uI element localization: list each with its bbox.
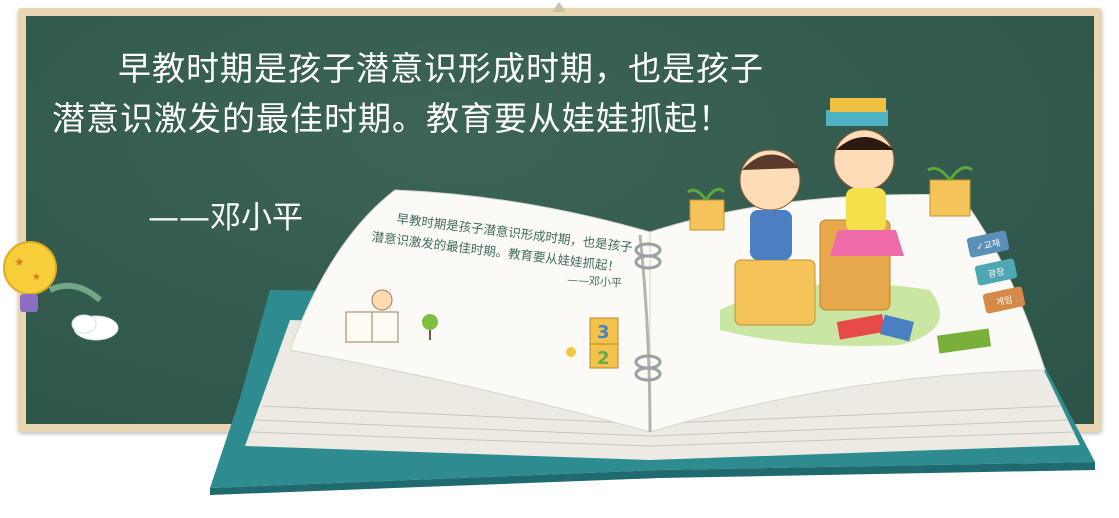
block-2: 2 [597,348,610,369]
quote-line-1: 早教时期是孩子潜意识形成时期，也是孩子 [118,49,764,88]
svg-text:★: ★ [14,255,25,269]
quote-author: ——邓小平 [148,200,303,236]
svg-text:★: ★ [32,272,41,283]
balloon-illustration: ★ ★ [3,241,119,341]
hanging-nail [552,2,566,12]
block-3: 3 [597,322,610,343]
quote-line-2: 潜意识激发的最佳时期。教育要从娃娃抓起！ [52,99,732,138]
